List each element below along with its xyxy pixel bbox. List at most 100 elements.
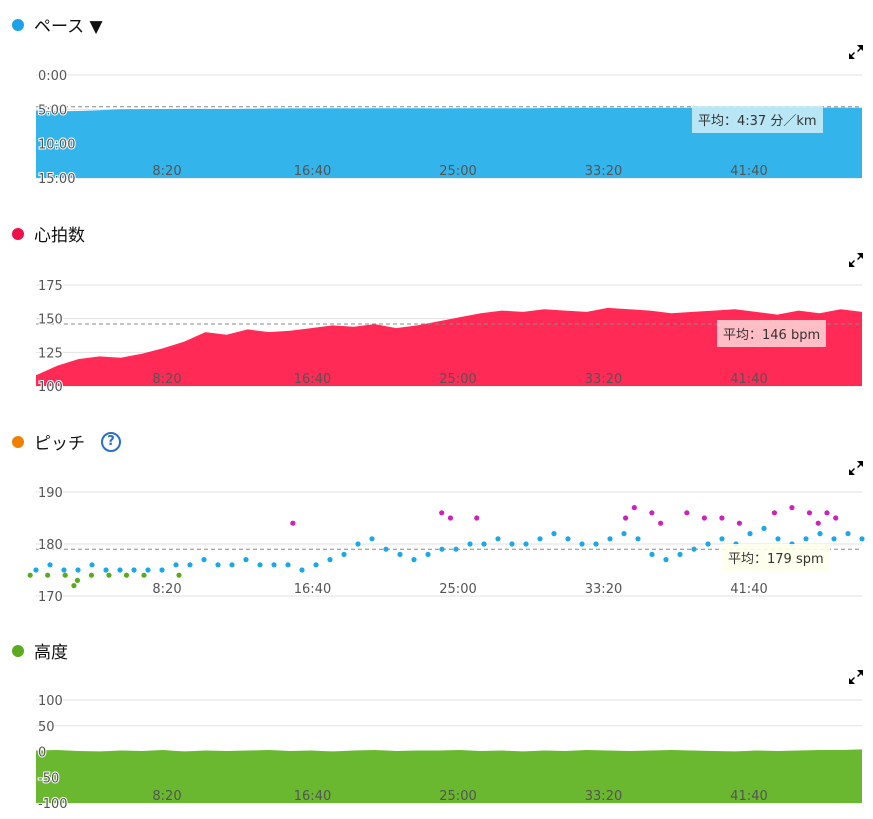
x-tick-label: 41:40 [730,789,767,804]
y-tick-label: -50 [38,771,59,786]
altitude-title: 高度 [12,638,68,663]
cadence-point-normal [663,557,669,563]
y-tick-label: 10:00 [38,138,75,153]
x-tick-label: 16:40 [294,164,331,179]
cadence-point-high [806,510,813,516]
cadence-point-normal [509,541,515,547]
hr-legend-dot [12,227,24,240]
pace-average-label: 平均：4:37 分／km [692,106,823,133]
cadence-point-low [74,577,81,583]
cadence-point-normal [803,536,809,542]
y-tick-label: 125 [38,346,63,361]
x-tick-label: 8:20 [152,372,181,387]
cadence-point-normal [131,567,137,573]
y-tick-label: 100 [38,380,63,394]
cadence-point-high [622,515,629,521]
cadence-point-normal [859,536,865,542]
x-tick-label: 8:20 [152,164,181,179]
x-tick-label: 41:40 [730,582,767,597]
cadence-legend-dot [12,435,24,448]
y-tick-label: 5:00 [38,103,67,118]
x-tick-label: 8:20 [152,582,181,597]
x-tick-label: 16:40 [294,582,331,597]
x-tick-label: 25:00 [439,164,476,179]
cadence-point-high [447,515,454,521]
cadence-point-normal [761,525,767,531]
y-tick-label: 0:00 [38,69,67,84]
cadence-point-normal [635,536,641,542]
cadence-point-low [176,572,182,578]
cadence-point-normal [313,562,319,568]
x-tick-label: 33:20 [585,582,622,597]
cadence-average-label: 平均：179 spm [722,544,830,571]
cadence-point-high [789,505,795,511]
cadence-point-normal [831,536,837,542]
cadence-point-normal [565,536,571,542]
cadence-point-normal [159,567,165,573]
cadence-point-low [71,583,77,589]
expand-icon[interactable] [848,252,864,268]
x-tick-label: 33:20 [585,789,622,804]
y-tick-label: 150 [38,313,63,328]
cadence-point-normal [411,557,417,563]
y-tick-label: 180 [38,538,63,553]
cadence-point-high [631,505,637,511]
pace-title[interactable]: ペース ▼ [12,12,103,37]
cadence-point-normal [75,567,81,573]
cadence-point-normal [187,562,193,568]
y-tick-label: -100 [38,797,68,811]
hr-title: 心拍数 [12,221,85,246]
cadence-point-normal [579,541,585,547]
cadence-point-low [62,572,68,578]
cadence-point-normal [215,562,221,568]
y-tick-label: 15:00 [38,172,75,186]
x-tick-label: 16:40 [294,372,331,387]
expand-icon[interactable] [848,460,864,476]
cadence-point-low [106,572,112,578]
cadence-point-high [684,510,690,516]
y-tick-label: 100 [38,694,63,709]
cadence-point-normal [649,551,655,557]
cadence-point-normal [621,531,627,537]
expand-icon[interactable] [848,44,864,60]
cadence-point-high [771,510,778,516]
cadence-point-high [439,510,445,516]
altitude-area [36,749,862,803]
cadence-point-low [123,572,130,578]
cadence-point-high [290,520,296,526]
expand-icon[interactable] [848,669,864,685]
cadence-point-normal [61,567,67,573]
x-tick-label: 25:00 [439,372,476,387]
cadence-point-normal [145,567,151,573]
altitude-chart: 100 50 0 -50 -100 8:20 16:40 25:00 33:20 41:40 [36,693,862,811]
cadence-point-normal [47,562,53,568]
cadence-point-normal [523,541,529,547]
cadence-point-normal [117,567,123,573]
cadence-point-high [736,520,743,526]
cadence-point-low [141,572,147,578]
cadence-point-normal [369,536,375,542]
cadence-point-high [474,515,480,521]
cadence-point-normal [481,541,487,547]
y-tick-label: 170 [38,590,63,604]
cadence-point-normal [467,541,473,547]
cadence-point-normal [747,531,753,537]
cadence-point-normal [33,567,39,573]
help-icon[interactable]: ? [101,431,121,452]
cadence-point-normal [257,562,263,568]
pace-legend-dot [12,18,24,31]
cadence-title-text: ピッチ [34,434,85,454]
y-tick-label: 50 [38,720,55,735]
x-tick-label: 33:20 [585,164,622,179]
cadence-point-normal [341,551,347,557]
pace-chart: 0:00 5:00 10:00 15:00 8:20 16:40 25:00 33:20 41:… [36,68,862,186]
hr-average-label: 平均：146 bpm [717,320,827,347]
cadence-point-normal [817,531,823,537]
cadence-title: ピッチ? [12,429,121,454]
x-tick-label: 25:00 [439,789,476,804]
y-tick-label: 0 [38,746,46,761]
cadence-point-normal [173,562,179,568]
cadence-point-normal [677,551,683,557]
cadence-point-low [45,572,51,578]
altitude-title-text: 高度 [34,643,68,663]
